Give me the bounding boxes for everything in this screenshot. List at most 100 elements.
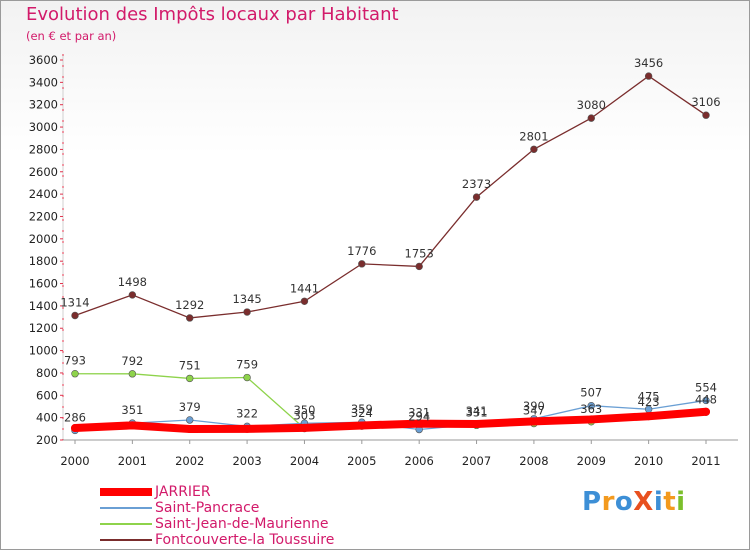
x-tick-label: 2002 [175, 454, 204, 468]
y-tick-label: 2400 [29, 187, 58, 201]
series-point-saint-jean-de-maurienne [243, 373, 251, 382]
series-layer [71, 72, 710, 435]
series-point-fontcouverte-la-toussuire [243, 308, 251, 316]
data-label-fontcouverte-la-toussuire: 1753 [405, 246, 434, 260]
logo-letter: o [614, 487, 634, 517]
data-label-saint-jean-de-maurienne: 324 [351, 406, 373, 420]
legend-item-fontcouverte-la-toussuire: Fontcouverte-la Toussuire [100, 532, 334, 548]
data-label-saint-jean-de-maurienne: 363 [580, 402, 602, 416]
series-point-fontcouverte-la-toussuire [300, 297, 309, 305]
y-tick-label: 1800 [29, 254, 58, 268]
y-tick-label: 1200 [29, 321, 58, 335]
series-point-saint-jean-de-maurienne [128, 370, 137, 378]
data-label-fontcouverte-la-toussuire: 3456 [634, 56, 663, 70]
data-label-fontcouverte-la-toussuire: 2801 [519, 129, 548, 143]
x-tick-label: 2000 [60, 454, 89, 468]
series-point-fontcouverte-la-toussuire [71, 311, 79, 320]
series-point-jarrier [71, 424, 79, 433]
data-labels: 1314 1498 1292 1345 1441 1776 1753 2373 2801 3080… [60, 56, 720, 424]
proxiti-logo: ProXiti [582, 487, 686, 517]
x-tick-label: 2008 [519, 454, 548, 468]
legend-swatch [100, 539, 152, 541]
series-point-fontcouverte-la-toussuire [358, 260, 366, 268]
series-point-saint-pancrace [186, 416, 194, 424]
axes: 200 400 600 800 1000 1200 1400 1600 1800 2000 2200… [29, 53, 738, 468]
data-label-saint-pancrace: 475 [638, 389, 660, 403]
series-point-jarrier [243, 424, 252, 433]
x-tick-label: 2003 [232, 454, 261, 468]
data-label-saint-pancrace: 294 [408, 409, 430, 423]
data-label-saint-jean-de-maurienne: 331 [466, 405, 488, 419]
data-label-saint-pancrace: 322 [236, 406, 258, 420]
series-point-saint-pancrace [587, 401, 595, 410]
y-tick-label: 2600 [29, 165, 58, 179]
data-label-saint-jean-de-maurienne: 331 [408, 405, 430, 419]
y-tick-label: 3000 [29, 120, 58, 134]
data-label-fontcouverte-la-toussuire: 1292 [175, 298, 204, 312]
series-point-fontcouverte-la-toussuire [415, 262, 423, 271]
series-point-saint-pancrace [702, 396, 710, 405]
series-line-jarrier [71, 407, 710, 434]
line-chart: 200 400 600 800 1000 1200 1400 1600 1800 2000 2200… [29, 53, 738, 468]
chart-title: Evolution des Impôts locaux par Habitant [26, 4, 399, 25]
x-tick-label: 2007 [462, 454, 491, 468]
y-tick-label: 1600 [29, 277, 58, 291]
data-label-fontcouverte-la-toussuire: 2373 [462, 177, 491, 191]
series-point-jarrier [472, 420, 481, 429]
series-point-jarrier [357, 421, 366, 430]
logo-letter: r [601, 487, 615, 517]
y-tick-label: 600 [36, 388, 58, 402]
data-label-saint-jean-de-maurienne: 751 [179, 358, 201, 372]
data-label-saint-jean-de-maurienne: 759 [236, 358, 258, 372]
series-point-jarrier [702, 407, 710, 416]
data-label-saint-pancrace: 390 [523, 399, 545, 413]
y-tick-label: 1400 [29, 299, 58, 313]
series-point-jarrier [415, 419, 424, 428]
legend-label: Fontcouverte-la Toussuire [155, 532, 335, 548]
data-label-fontcouverte-la-toussuire: 1776 [347, 244, 376, 258]
data-label-fontcouverte-la-toussuire: 1441 [290, 281, 319, 295]
series-point-jarrier [128, 421, 137, 430]
data-label-fontcouverte-la-toussuire: 1498 [118, 275, 147, 289]
series-point-fontcouverte-la-toussuire [128, 291, 137, 299]
logo-letter: i [676, 487, 686, 517]
data-label-saint-pancrace: 359 [351, 402, 373, 416]
legend-swatch [100, 488, 152, 496]
y-tick-label: 800 [36, 366, 58, 380]
series-point-saint-jean-de-maurienne [71, 370, 79, 378]
logo-letter: P [582, 487, 602, 517]
x-tick-label: 2004 [290, 454, 319, 468]
legend-label: Saint-Pancrace [155, 500, 260, 516]
logo-letter: t [663, 487, 677, 517]
legend-swatch [100, 523, 152, 525]
legend-item-saint-pancrace: Saint-Pancrace [100, 500, 334, 516]
y-tick-label: 200 [36, 433, 58, 447]
data-label-saint-pancrace: 286 [64, 410, 86, 424]
y-tick-label: 400 [36, 411, 58, 425]
chart-subtitle: (en € et par an) [26, 29, 117, 43]
data-label-saint-jean-de-maurienne: 347 [523, 404, 545, 418]
y-tick-label: 2200 [29, 209, 58, 223]
y-tick-label: 3400 [29, 75, 58, 89]
data-label-saint-pancrace: 379 [179, 400, 201, 414]
series-point-jarrier [185, 425, 194, 434]
y-tick-label: 2000 [29, 232, 58, 246]
x-tick-label: 2010 [634, 454, 663, 468]
data-label-saint-pancrace: 351 [121, 403, 143, 417]
data-label-saint-pancrace: 507 [580, 386, 602, 400]
logo-letter: i [653, 487, 664, 517]
data-label-saint-jean-de-maurienne: 423 [638, 395, 660, 409]
data-label-fontcouverte-la-toussuire: 3106 [691, 95, 720, 109]
x-tick-label: 2005 [347, 454, 376, 468]
y-tick-label: 3200 [29, 98, 58, 112]
legend-swatch [100, 507, 152, 509]
series-point-fontcouverte-la-toussuire [530, 145, 538, 154]
y-tick-label: 2800 [29, 142, 58, 156]
data-label-fontcouverte-la-toussuire: 3080 [577, 98, 606, 112]
data-label-saint-jean-de-maurienne: 448 [695, 392, 717, 406]
series-point-fontcouverte-la-toussuire [472, 193, 481, 201]
series-point-jarrier [529, 417, 538, 426]
y-tick-label: 1000 [29, 344, 58, 358]
x-tick-label: 2001 [118, 454, 147, 468]
